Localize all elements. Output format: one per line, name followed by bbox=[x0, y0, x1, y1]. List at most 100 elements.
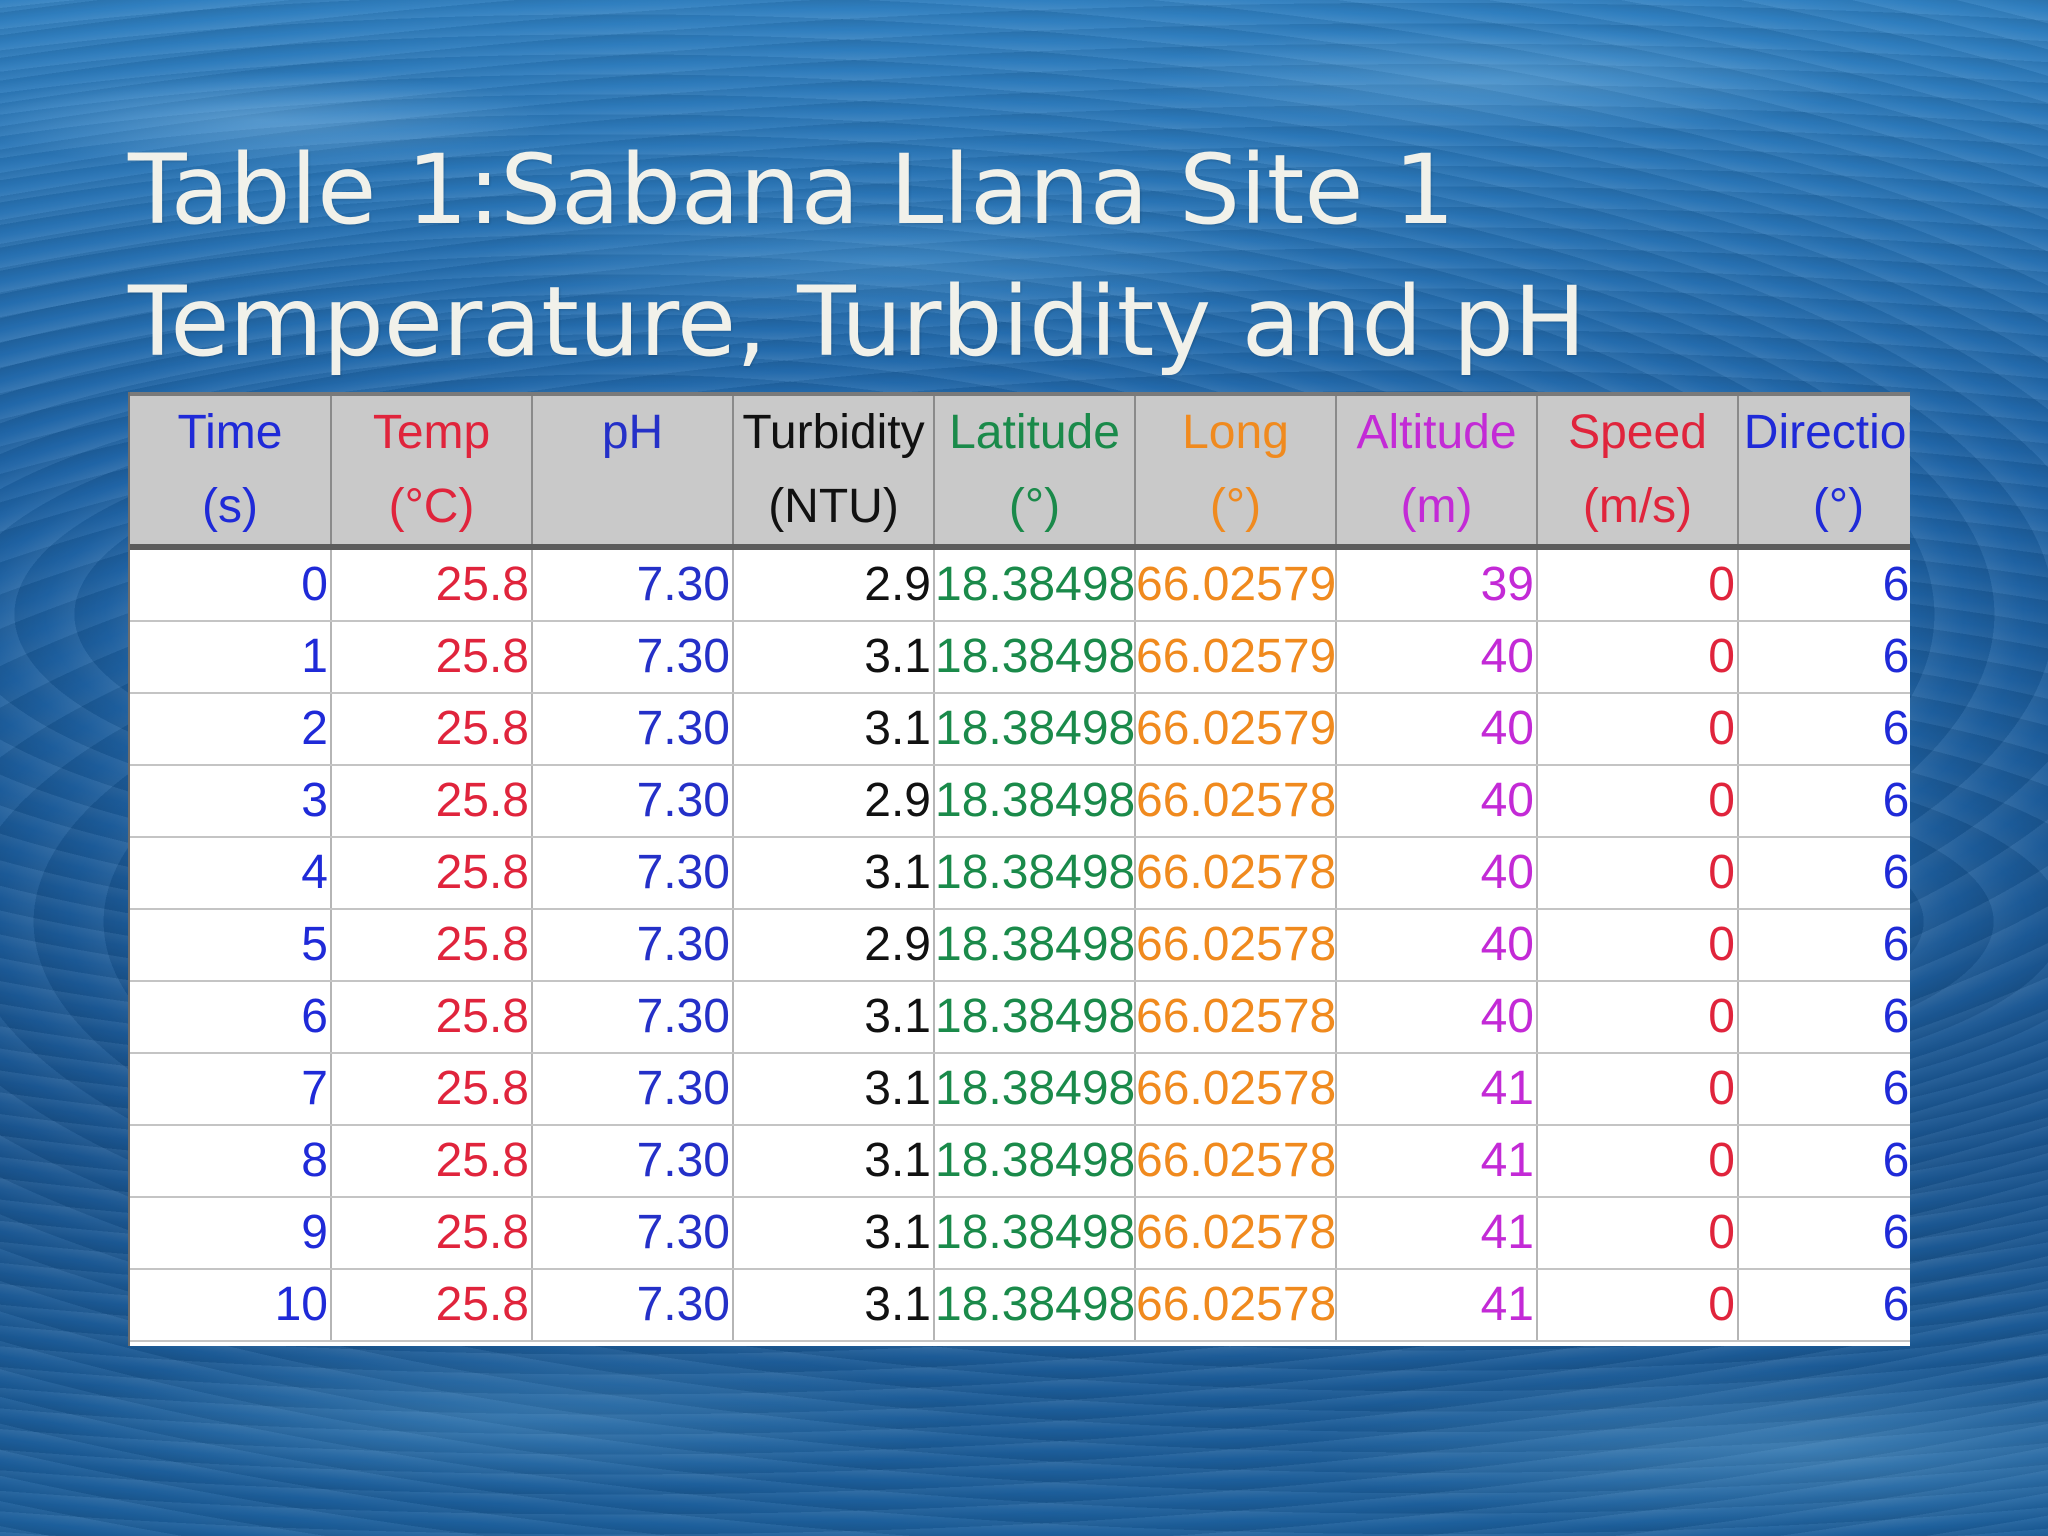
column-header-dir: Direction (°) bbox=[1738, 392, 1910, 550]
cell-speed: 0 bbox=[1537, 909, 1739, 982]
cell-lat: 18.38498 bbox=[934, 547, 1136, 622]
cell-speed: 0 bbox=[1537, 1269, 1739, 1342]
cell-time: 6 bbox=[130, 981, 332, 1054]
cell-temp: 25.8 bbox=[331, 1197, 533, 1270]
cell-time: 3 bbox=[130, 765, 332, 838]
cell-time: 2 bbox=[130, 693, 332, 766]
cell-dir: 62 bbox=[1738, 1269, 1910, 1342]
cell-long: 66.02578 bbox=[1135, 837, 1337, 910]
cell-time: 0 bbox=[130, 547, 332, 622]
column-header-label: Turbidity bbox=[742, 406, 925, 459]
cell-turb: 3.1 bbox=[733, 621, 935, 694]
column-header-unit: (°) bbox=[1812, 480, 1865, 533]
cell-ph: 7.30 bbox=[532, 909, 734, 982]
column-header-long: Long (°) bbox=[1135, 392, 1337, 550]
column-header-ph: pH bbox=[532, 392, 734, 550]
cell-lat: 18.38498 bbox=[934, 693, 1136, 766]
cell-lat: 18.38498 bbox=[934, 1125, 1136, 1198]
cell-time: 7 bbox=[130, 1053, 332, 1126]
cell-turb: 3.1 bbox=[733, 693, 935, 766]
column-header-unit: (NTU) bbox=[768, 480, 899, 533]
cell-alt: 41 bbox=[1336, 1197, 1538, 1270]
cell-long: 66.02579 bbox=[1135, 547, 1337, 622]
cell-long: 66.02578 bbox=[1135, 1269, 1337, 1342]
cell-lat: 18.38498 bbox=[934, 1269, 1136, 1342]
cell-time: 10 bbox=[130, 1269, 332, 1342]
cell-ph: 7.30 bbox=[532, 981, 734, 1054]
cell-long: 66.02578 bbox=[1135, 1197, 1337, 1270]
cell-long: 66.02579 bbox=[1135, 693, 1337, 766]
cell-ph: 7.30 bbox=[532, 765, 734, 838]
cell-alt: 40 bbox=[1336, 837, 1538, 910]
cell-lat: 18.38498 bbox=[934, 1197, 1136, 1270]
cell-temp: 25.8 bbox=[331, 765, 533, 838]
cell-temp: 25.8 bbox=[331, 1053, 533, 1126]
cell-time: 4 bbox=[130, 837, 332, 910]
cell-lat: 18.38498 bbox=[934, 909, 1136, 982]
slide-title-line-1: Table 1:Sabana Llana Site 1 bbox=[128, 134, 1455, 247]
cell-lat: 18.38498 bbox=[934, 621, 1136, 694]
cell-long: 66.02578 bbox=[1135, 981, 1337, 1054]
cell-ph: 7.30 bbox=[532, 621, 734, 694]
cell-speed: 0 bbox=[1537, 1125, 1739, 1198]
cell-alt: 40 bbox=[1336, 693, 1538, 766]
cell-turb: 3.1 bbox=[733, 1269, 935, 1342]
column-header-unit: (°) bbox=[1008, 480, 1061, 533]
cell-long: 66.02578 bbox=[1135, 909, 1337, 982]
cell-temp: 25.8 bbox=[331, 621, 533, 694]
slide-title: Table 1:Sabana Llana Site 1 Temperature,… bbox=[128, 124, 1928, 388]
cell-dir: 64 bbox=[1738, 1053, 1910, 1126]
cell-speed: 0 bbox=[1537, 1197, 1739, 1270]
cell-turb: 3.1 bbox=[733, 1125, 935, 1198]
column-header-label: Direction bbox=[1743, 406, 1910, 459]
cell-temp: 25.8 bbox=[331, 981, 533, 1054]
column-header-label: Speed bbox=[1568, 406, 1707, 459]
cell-long: 66.02578 bbox=[1135, 1053, 1337, 1126]
cell-time: 1 bbox=[130, 621, 332, 694]
cell-ph: 7.30 bbox=[532, 837, 734, 910]
cell-speed: 0 bbox=[1537, 1053, 1739, 1126]
column-header-label: Temp bbox=[372, 406, 491, 459]
cell-dir: 61 bbox=[1738, 693, 1910, 766]
cell-ph: 7.30 bbox=[532, 547, 734, 622]
column-header-label: Altitude bbox=[1356, 406, 1517, 459]
cell-dir: 61 bbox=[1738, 909, 1910, 982]
cell-turb: 2.9 bbox=[733, 765, 935, 838]
cell-alt: 40 bbox=[1336, 981, 1538, 1054]
column-header-lat: Latitude (°) bbox=[934, 392, 1136, 550]
cell-dir: 65 bbox=[1738, 1125, 1910, 1198]
cell-time: 9 bbox=[130, 1197, 332, 1270]
column-header-unit: (s) bbox=[202, 480, 258, 533]
cell-speed: 0 bbox=[1537, 547, 1739, 622]
column-header-alt: Altitude (m) bbox=[1336, 392, 1538, 550]
cell-turb: 3.1 bbox=[733, 1197, 935, 1270]
cell-dir: 63 bbox=[1738, 1197, 1910, 1270]
cell-turb: 3.1 bbox=[733, 981, 935, 1054]
cell-temp: 25.8 bbox=[331, 837, 533, 910]
slide-title-line-2: Temperature, Turbidity and pH bbox=[128, 266, 1586, 379]
cell-temp: 25.8 bbox=[331, 693, 533, 766]
cell-speed: 0 bbox=[1537, 693, 1739, 766]
cell-ph: 7.30 bbox=[532, 1053, 734, 1126]
cell-temp: 25.8 bbox=[331, 1125, 533, 1198]
table-body: 025.87.302.918.3849866.0257939066125.87.… bbox=[130, 547, 1910, 1342]
cell-speed: 0 bbox=[1537, 765, 1739, 838]
column-header-unit: (°) bbox=[1209, 480, 1262, 533]
cell-temp: 25.8 bbox=[331, 547, 533, 622]
cell-turb: 2.9 bbox=[733, 547, 935, 622]
cell-lat: 18.38498 bbox=[934, 981, 1136, 1054]
table-header: Time (s) Temp (°C) pH Turbidity (NTU) Latitude… bbox=[130, 392, 1910, 550]
cell-turb: 2.9 bbox=[733, 909, 935, 982]
cell-long: 66.02578 bbox=[1135, 1125, 1337, 1198]
column-header-label: Long bbox=[1182, 406, 1289, 459]
cell-ph: 7.30 bbox=[532, 693, 734, 766]
header-row: Time (s) Temp (°C) pH Turbidity (NTU) Latitude… bbox=[130, 392, 1910, 550]
cell-ph: 7.30 bbox=[532, 1125, 734, 1198]
